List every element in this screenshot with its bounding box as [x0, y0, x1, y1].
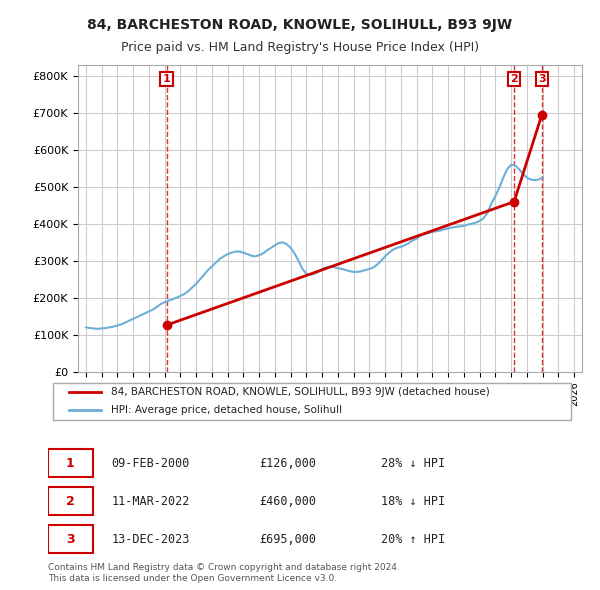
Text: 13-DEC-2023: 13-DEC-2023: [112, 533, 190, 546]
Text: 11-MAR-2022: 11-MAR-2022: [112, 495, 190, 508]
FancyBboxPatch shape: [48, 450, 93, 477]
FancyBboxPatch shape: [53, 383, 571, 420]
Text: Price paid vs. HM Land Registry's House Price Index (HPI): Price paid vs. HM Land Registry's House …: [121, 41, 479, 54]
Text: 3: 3: [538, 74, 545, 84]
Text: 09-FEB-2000: 09-FEB-2000: [112, 457, 190, 470]
Text: 18% ↓ HPI: 18% ↓ HPI: [380, 495, 445, 508]
Text: £126,000: £126,000: [259, 457, 316, 470]
Text: 28% ↓ HPI: 28% ↓ HPI: [380, 457, 445, 470]
Text: 2: 2: [66, 495, 74, 508]
Text: 1: 1: [163, 74, 170, 84]
Text: £695,000: £695,000: [259, 533, 316, 546]
Text: 2: 2: [510, 74, 518, 84]
Text: HPI: Average price, detached house, Solihull: HPI: Average price, detached house, Soli…: [112, 405, 343, 415]
Text: Contains HM Land Registry data © Crown copyright and database right 2024.
This d: Contains HM Land Registry data © Crown c…: [48, 563, 400, 583]
Text: £460,000: £460,000: [259, 495, 316, 508]
FancyBboxPatch shape: [48, 526, 93, 553]
Text: 84, BARCHESTON ROAD, KNOWLE, SOLIHULL, B93 9JW: 84, BARCHESTON ROAD, KNOWLE, SOLIHULL, B…: [88, 18, 512, 32]
Text: 84, BARCHESTON ROAD, KNOWLE, SOLIHULL, B93 9JW (detached house): 84, BARCHESTON ROAD, KNOWLE, SOLIHULL, B…: [112, 387, 490, 397]
Text: 1: 1: [66, 457, 74, 470]
Text: 3: 3: [66, 533, 74, 546]
Text: 20% ↑ HPI: 20% ↑ HPI: [380, 533, 445, 546]
FancyBboxPatch shape: [48, 487, 93, 515]
